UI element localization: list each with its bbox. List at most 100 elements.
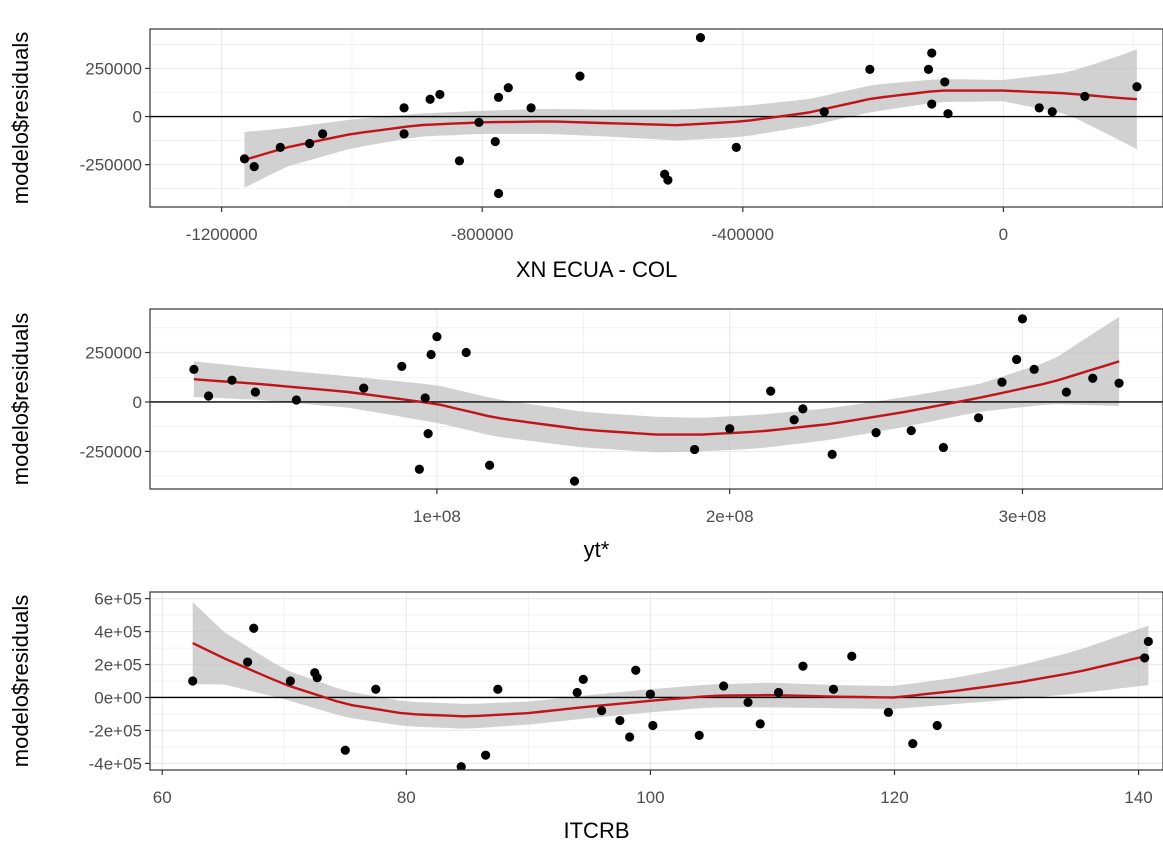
y-tick-label: 0e+00 (94, 688, 142, 707)
x-tick-label: 100 (636, 788, 664, 807)
y-tick-label: 2e+05 (94, 656, 142, 675)
data-point (397, 361, 407, 371)
data-point (694, 730, 704, 740)
data-point (645, 689, 655, 699)
data-point (1047, 107, 1057, 117)
data-point (689, 444, 700, 455)
data-point (755, 719, 765, 729)
confidence-ribbon (193, 316, 1120, 453)
smooth-trend-line (192, 642, 1149, 718)
data-point (997, 377, 1007, 387)
x-axis-title: yt* (584, 537, 610, 562)
confidence-ribbon (244, 49, 1137, 188)
x-tick-label: -1200000 (186, 225, 258, 244)
data-point (789, 415, 799, 425)
data-point (1143, 636, 1153, 647)
data-point (923, 64, 934, 75)
data-point (798, 404, 808, 414)
data-point (569, 476, 580, 486)
data-point (1017, 314, 1028, 324)
data-point (1034, 103, 1044, 113)
data-point (239, 154, 250, 164)
data-point (203, 391, 214, 401)
x-tick-label: 3e+08 (999, 507, 1047, 526)
x-tick-label: -400000 (712, 225, 774, 244)
data-point (435, 89, 445, 100)
y-tick-label: -4e+05 (89, 754, 142, 773)
x-axis-title: XN ECUA - COL (516, 257, 677, 282)
data-point (485, 460, 495, 470)
plot-area (150, 29, 1163, 207)
data-point (1140, 653, 1150, 663)
x-tick-label: 120 (880, 788, 908, 807)
data-point (1132, 82, 1142, 92)
x-tick-label: 140 (1124, 788, 1152, 807)
data-point (291, 395, 301, 405)
data-point (359, 383, 369, 393)
data-point (631, 665, 641, 675)
y-tick-label: 6e+05 (94, 590, 142, 609)
data-point (719, 681, 729, 691)
data-point (454, 156, 465, 166)
x-tick-label: 2e+08 (706, 507, 754, 526)
data-point (243, 657, 253, 667)
data-point (596, 706, 607, 716)
data-point (827, 449, 837, 459)
data-point (305, 138, 315, 149)
data-point (871, 428, 881, 438)
data-point (249, 161, 259, 172)
data-point (285, 676, 295, 686)
data-point (1088, 373, 1098, 383)
data-point (420, 393, 430, 403)
data-point (414, 464, 424, 474)
data-point (340, 745, 350, 755)
data-point (908, 739, 918, 749)
data-point (927, 48, 937, 58)
x-tick-label: 0 (999, 225, 1008, 244)
data-point (943, 109, 953, 119)
data-point (625, 732, 635, 742)
panel-itcrb: 60 80 100 120 140 -4e+05 -2e+05 0e+00 2e+05 4e+05… (8, 590, 1163, 843)
data-point (648, 720, 658, 731)
panel-border (149, 308, 1163, 490)
data-point (865, 64, 875, 75)
y-tick-label: -2e+05 (89, 721, 142, 740)
data-point (426, 349, 436, 360)
data-point (847, 651, 857, 661)
y-axis-title: modelo$residuals (8, 313, 33, 485)
data-point (578, 674, 588, 684)
y-tick-label: 0 (133, 108, 142, 127)
smooth-trend-line (193, 360, 1120, 436)
data-point (828, 684, 839, 694)
data-point (423, 429, 433, 439)
data-point (819, 107, 829, 117)
data-point (461, 347, 471, 358)
data-point (493, 684, 503, 694)
data-point (399, 103, 409, 113)
y-axis-title: modelo$residuals (8, 32, 33, 204)
data-point (493, 92, 504, 102)
data-point (1080, 91, 1090, 101)
panel-border (149, 591, 1163, 771)
panel-xn-ecua-col: -1200000 -800000 -400000 0 -250000 0 250000 XN … (8, 28, 1163, 282)
data-point (572, 687, 582, 698)
y-tick-label: 250000 (85, 344, 142, 363)
y-tick-label: 250000 (85, 59, 142, 78)
data-point (725, 424, 735, 434)
plot-area (150, 592, 1163, 770)
data-point (695, 33, 706, 43)
data-point (940, 77, 950, 87)
data-point (743, 697, 753, 708)
data-point (1061, 387, 1071, 397)
y-tick-label: -250000 (80, 442, 142, 461)
y-tick-label: 4e+05 (94, 623, 142, 642)
x-tick-label: 80 (397, 788, 416, 807)
panel-border (149, 28, 1163, 208)
data-point (481, 750, 491, 760)
data-point (250, 387, 260, 397)
data-point (503, 83, 513, 93)
data-point (371, 684, 381, 694)
data-point (432, 332, 442, 342)
y-tick-label: 0 (133, 393, 142, 412)
